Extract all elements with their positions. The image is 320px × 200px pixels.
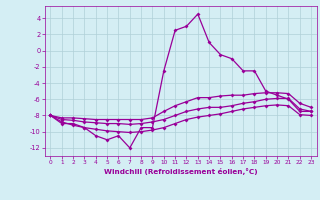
X-axis label: Windchill (Refroidissement éolien,°C): Windchill (Refroidissement éolien,°C) — [104, 168, 258, 175]
